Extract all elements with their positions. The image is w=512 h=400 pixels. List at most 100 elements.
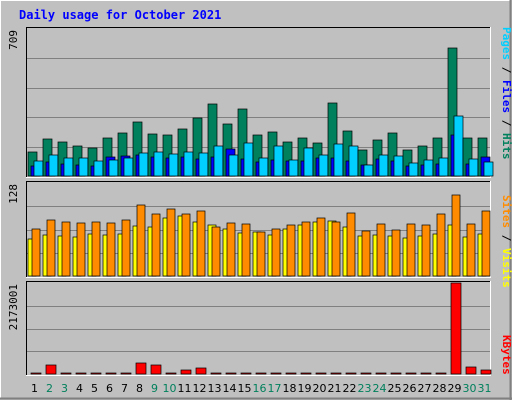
legend-top-part-2: Files: [500, 80, 512, 113]
bar-sites-day-20: [316, 217, 326, 277]
day-label-4: 4: [76, 382, 83, 395]
bar-sites-day-27: [421, 224, 431, 277]
day-label-21: 21: [328, 382, 342, 395]
bar-sites-day-5: [91, 221, 101, 277]
bar-kbytes-day-16: [255, 372, 267, 375]
bar-kbytes-day-31: [480, 369, 492, 375]
bar-pages-day-9: [153, 151, 164, 177]
bar-kbytes-day-25: [390, 372, 402, 375]
bar-pages-day-28: [438, 157, 449, 177]
bar-pages-day-17: [273, 145, 284, 177]
bar-pages-day-23: [363, 164, 374, 177]
bar-pages-day-27: [423, 159, 434, 177]
bar-sites-day-24: [376, 223, 386, 277]
day-label-14: 14: [223, 382, 237, 395]
bar-sites-day-4: [76, 222, 86, 277]
day-label-13: 13: [208, 382, 222, 395]
panel-visits: 128: [7, 181, 491, 278]
legend-top: Pages / Files / Hits: [500, 27, 512, 160]
bar-pages-day-19: [303, 147, 314, 177]
panel-hits-ymax-label: 709: [7, 30, 20, 50]
bar-kbytes-day-4: [75, 372, 87, 375]
bar-sites-day-25: [391, 229, 401, 277]
bar-pages-day-29: [453, 115, 464, 177]
day-label-8: 8: [136, 382, 143, 395]
bar-pages-day-5: [93, 160, 104, 177]
bar-kbytes-day-8: [135, 362, 147, 375]
day-label-6: 6: [106, 382, 113, 395]
bar-pages-day-30: [468, 158, 479, 177]
bar-sites-day-29: [451, 194, 461, 277]
bar-sites-day-8: [136, 204, 146, 277]
day-label-9: 9: [151, 382, 158, 395]
bar-kbytes-day-28: [435, 372, 447, 375]
bar-sites-day-31: [481, 210, 491, 277]
day-label-23: 23: [358, 382, 372, 395]
bar-sites-day-17: [271, 228, 281, 277]
bar-sites-day-10: [166, 208, 176, 277]
day-label-10: 10: [163, 382, 177, 395]
legend-middle-part-2: Visits: [500, 248, 512, 288]
chart-title: Daily usage for October 2021: [19, 8, 221, 22]
bar-pages-day-24: [378, 154, 389, 177]
day-label-3: 3: [61, 382, 68, 395]
right-legends: Pages / Files / Hits Sites / Visits KBytes: [500, 27, 512, 375]
bar-sites-day-7: [121, 219, 131, 277]
bar-pages-day-26: [408, 162, 419, 177]
panel-hits: 709: [7, 27, 494, 178]
bar-sites-day-15: [241, 223, 251, 277]
bar-sites-day-23: [361, 230, 371, 277]
bar-pages-day-13: [213, 145, 224, 177]
day-label-25: 25: [388, 382, 402, 395]
bar-kbytes-day-29: [450, 282, 462, 375]
bar-kbytes-day-2: [45, 364, 57, 375]
bar-sites-day-12: [196, 210, 206, 277]
bar-sites-day-2: [46, 219, 56, 277]
bar-kbytes-day-15: [240, 372, 252, 375]
bar-kbytes-day-3: [60, 372, 72, 375]
bar-kbytes-day-23: [360, 372, 372, 375]
bar-sites-day-30: [466, 223, 476, 277]
bar-kbytes-day-18: [285, 372, 297, 375]
day-label-1: 1: [31, 382, 38, 395]
bar-pages-day-6: [108, 159, 119, 177]
day-label-2: 2: [46, 382, 53, 395]
legend-top-part-1: /: [500, 60, 512, 80]
bar-kbytes-day-30: [465, 366, 477, 375]
day-label-19: 19: [298, 382, 312, 395]
bar-pages-day-31: [483, 161, 494, 177]
bar-pages-day-4: [78, 157, 89, 177]
bar-pages-day-15: [243, 142, 254, 177]
bar-pages-day-7: [123, 157, 134, 177]
bar-kbytes-day-24: [375, 372, 387, 375]
day-label-11: 11: [178, 382, 192, 395]
day-label-15: 15: [238, 382, 252, 395]
bar-kbytes-day-12: [195, 367, 207, 375]
day-label-20: 20: [313, 382, 327, 395]
legend-top-part-4: Hits: [500, 133, 512, 160]
bar-sites-day-1: [31, 228, 41, 277]
bar-kbytes-day-22: [345, 372, 357, 375]
bar-kbytes-day-27: [420, 372, 432, 375]
bar-kbytes-day-19: [300, 372, 312, 375]
bar-pages-day-8: [138, 152, 149, 177]
bar-pages-day-10: [168, 153, 179, 177]
bar-kbytes-day-10: [165, 372, 177, 375]
day-label-18: 18: [283, 382, 297, 395]
bar-sites-day-13: [211, 226, 221, 277]
bar-kbytes-day-11: [180, 369, 192, 375]
day-label-30: 30: [463, 382, 477, 395]
bar-sites-day-21: [331, 221, 341, 277]
bar-kbytes-day-20: [315, 372, 327, 375]
bar-sites-day-16: [256, 231, 266, 277]
bar-pages-day-21: [333, 143, 344, 177]
legend-middle: Sites / Visits: [500, 195, 512, 288]
bar-kbytes-day-5: [90, 372, 102, 375]
day-label-28: 28: [433, 382, 447, 395]
bar-kbytes-day-21: [330, 372, 342, 375]
legend-middle-part-0: Sites: [500, 195, 512, 228]
bar-pages-day-3: [63, 157, 74, 177]
bar-pages-day-1: [33, 160, 44, 177]
bar-pages-day-22: [348, 145, 359, 177]
